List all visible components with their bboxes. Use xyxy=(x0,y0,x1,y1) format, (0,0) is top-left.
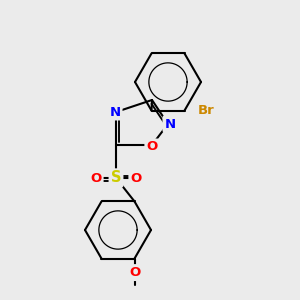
Text: O: O xyxy=(129,266,140,279)
Text: S: S xyxy=(111,170,121,185)
Text: O: O xyxy=(90,172,102,184)
Text: O: O xyxy=(146,140,158,154)
Text: N: N xyxy=(164,118,175,130)
Text: N: N xyxy=(110,106,121,118)
Text: O: O xyxy=(130,172,142,184)
Text: Br: Br xyxy=(197,104,214,117)
